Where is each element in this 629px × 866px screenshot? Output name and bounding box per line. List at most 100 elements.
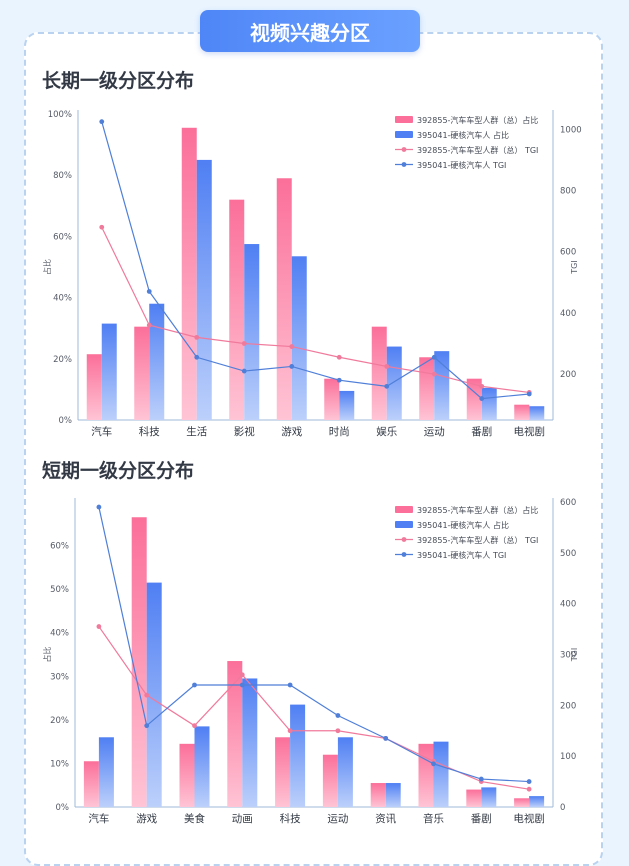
bar-group-b bbox=[196, 159, 212, 420]
y-axis-title: 占比 bbox=[42, 647, 52, 663]
tgi-point-a bbox=[335, 728, 341, 734]
content-panel bbox=[24, 32, 603, 866]
y-tick-label: 60% bbox=[53, 232, 72, 242]
bar-group-b bbox=[433, 741, 449, 807]
bar-group-b bbox=[385, 783, 401, 807]
tgi-point-b bbox=[96, 504, 102, 510]
bar-group-a bbox=[181, 127, 197, 420]
legend-label: 392855-汽车车型人群（总） TGI bbox=[417, 535, 538, 545]
bar-group-a bbox=[83, 761, 99, 807]
legend-swatch bbox=[401, 537, 407, 542]
y-tick-label: 40% bbox=[53, 294, 72, 304]
legend-label: 392855-汽车车型人群（总） TGI bbox=[417, 145, 538, 155]
x-tick-label: 科技 bbox=[139, 425, 160, 438]
bar-group-b bbox=[529, 796, 545, 807]
tgi-point-a bbox=[99, 224, 105, 230]
bar-group-a bbox=[322, 754, 338, 807]
y-tick-label: 10% bbox=[50, 759, 69, 769]
chart-title-short-term: 短期一级分区分布 bbox=[42, 460, 195, 482]
x-tick-label: 生活 bbox=[186, 425, 207, 438]
legend-label: 395041-硬核汽车人 占比 bbox=[417, 130, 509, 140]
legend-swatch bbox=[395, 131, 413, 138]
tgi-point-a bbox=[192, 723, 197, 729]
legend-label: 395041-硬核汽车人 TGI bbox=[417, 160, 506, 170]
legend-swatch bbox=[401, 147, 407, 152]
bar-group-a bbox=[370, 783, 386, 807]
tgi-point-a bbox=[431, 371, 437, 377]
y-tick-label: 60% bbox=[50, 542, 69, 552]
legend-swatch bbox=[395, 116, 413, 123]
tgi-point-b bbox=[336, 377, 342, 383]
x-tick-label: 音乐 bbox=[423, 812, 444, 825]
tgi-point-b bbox=[479, 396, 485, 401]
y2-tick-label: 1000 bbox=[560, 125, 582, 135]
bar-group-a bbox=[179, 743, 195, 807]
x-tick-label: 影视 bbox=[234, 425, 255, 438]
y2-tick-label: 100 bbox=[560, 752, 576, 762]
bar-group-a bbox=[418, 743, 434, 807]
y-tick-label: 20% bbox=[50, 716, 69, 726]
y-tick-label: 30% bbox=[50, 672, 69, 682]
x-tick-label: 时尚 bbox=[329, 425, 350, 438]
legend-label: 392855-汽车车型人群（总）占比 bbox=[417, 505, 538, 515]
x-tick-label: 游戏 bbox=[281, 425, 302, 438]
bar-group-a bbox=[466, 789, 482, 807]
x-tick-label: 资讯 bbox=[375, 812, 396, 825]
y-axis-title: 占比 bbox=[42, 259, 52, 275]
y2-tick-label: 0 bbox=[560, 803, 565, 813]
bar-group-a bbox=[324, 378, 340, 420]
x-tick-label: 番剧 bbox=[471, 426, 492, 438]
tgi-point-b bbox=[383, 735, 389, 741]
bar-group-b bbox=[242, 678, 258, 807]
x-tick-label: 电视剧 bbox=[514, 425, 546, 438]
legend-swatch bbox=[395, 521, 413, 528]
bar-group-b bbox=[146, 582, 162, 807]
x-tick-label: 动画 bbox=[232, 813, 253, 825]
y-tick-label: 80% bbox=[53, 171, 72, 181]
bar-group-a bbox=[514, 404, 530, 420]
tgi-point-a bbox=[336, 354, 342, 360]
tgi-point-b bbox=[335, 713, 341, 718]
bar-group-a bbox=[86, 354, 102, 420]
tgi-point-b bbox=[194, 354, 200, 360]
tgi-point-b bbox=[384, 383, 390, 389]
bar-group-a bbox=[229, 199, 245, 420]
bar-group-a bbox=[275, 737, 291, 807]
tgi-point-b bbox=[289, 364, 295, 369]
y2-tick-label: 400 bbox=[560, 309, 576, 319]
bar-group-b bbox=[290, 704, 306, 807]
tgi-point-a bbox=[241, 341, 247, 346]
y2-tick-label: 600 bbox=[560, 498, 576, 508]
x-tick-label: 运动 bbox=[424, 426, 445, 438]
y-tick-label: 100% bbox=[48, 110, 72, 120]
legend-swatch bbox=[395, 506, 413, 513]
legend-label: 395041-硬核汽车人 TGI bbox=[417, 550, 506, 560]
tgi-point-b bbox=[192, 682, 197, 688]
bar-group-b bbox=[386, 346, 402, 420]
y-tick-label: 0% bbox=[56, 803, 70, 813]
chart-title-long-term: 长期一级分区分布 bbox=[42, 70, 195, 92]
y-tick-label: 20% bbox=[53, 355, 72, 365]
x-tick-label: 汽车 bbox=[91, 425, 112, 438]
bar-group-a bbox=[227, 661, 243, 807]
tgi-point-b bbox=[287, 682, 293, 688]
bar-group-b bbox=[101, 323, 117, 420]
tgi-point-b bbox=[526, 391, 532, 397]
short-term-chart: 0% 10% 20% 30% 40% 50% 60% 0 100 200 300 400 500 600 占… bbox=[42, 498, 579, 825]
tgi-point-b bbox=[431, 761, 436, 767]
bar-group-a bbox=[371, 326, 387, 420]
y2-tick-label: 200 bbox=[560, 701, 576, 711]
long-term-chart: 0% 20% 40% 60% 80% 100% 200 400 600 800 1000 占比 TGI 汽… bbox=[42, 110, 582, 438]
bar-group-a bbox=[131, 517, 147, 807]
x-tick-label: 汽车 bbox=[88, 812, 109, 825]
tgi-point-b bbox=[478, 776, 484, 782]
tgi-point-b bbox=[144, 723, 150, 729]
x-tick-label: 美食 bbox=[184, 812, 205, 825]
y2-tick-label: 400 bbox=[560, 600, 576, 610]
x-tick-label: 运动 bbox=[327, 813, 348, 825]
bar-group-a bbox=[514, 798, 530, 807]
section-header: 视频兴趣分区 bbox=[200, 10, 420, 52]
tgi-point-b bbox=[431, 354, 437, 360]
tgi-point-a bbox=[479, 383, 485, 389]
tgi-point-a bbox=[384, 364, 390, 369]
